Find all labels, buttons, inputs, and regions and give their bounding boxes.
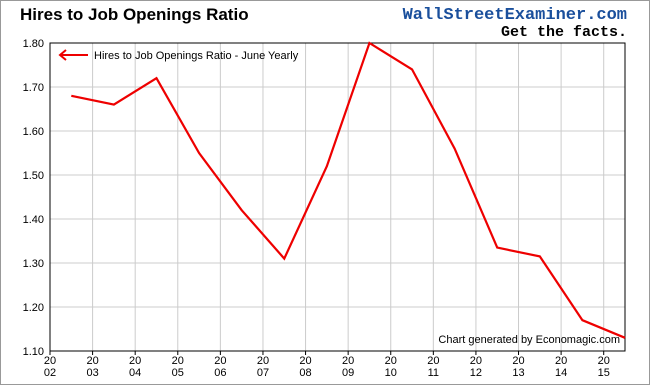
x-tick-label: 20 02 xyxy=(44,355,56,379)
x-tick-label: 20 04 xyxy=(129,355,141,379)
tagline: Get the facts. xyxy=(501,24,627,41)
x-tick-label: 20 05 xyxy=(172,355,184,379)
x-tick-label: 20 12 xyxy=(470,355,482,379)
y-tick-label: 1.40 xyxy=(23,214,44,226)
y-tick-label: 1.10 xyxy=(23,346,44,358)
chart-title: Hires to Job Openings Ratio xyxy=(20,5,249,24)
x-tick-label: 20 13 xyxy=(512,355,524,379)
legend-arrow xyxy=(58,49,67,61)
y-tick-label: 1.30 xyxy=(23,258,44,270)
legend-label: Hires to Job Openings Ratio - June Yearl… xyxy=(94,50,299,62)
plot-border xyxy=(49,42,626,352)
data-line xyxy=(71,41,626,339)
y-tick-label: 1.60 xyxy=(23,126,44,138)
x-tick-label: 20 07 xyxy=(257,355,269,379)
y-tick-label: 1.80 xyxy=(23,38,44,50)
x-tick-label: 20 10 xyxy=(385,355,397,379)
credit: Chart generated by Economagic.com xyxy=(438,334,620,346)
x-tick-label: 20 08 xyxy=(299,355,311,379)
y-tick-label: 1.50 xyxy=(23,170,44,182)
y-tick-label: 1.70 xyxy=(23,82,44,94)
x-tick-label: 20 15 xyxy=(598,355,610,379)
x-tick-label: 20 14 xyxy=(555,355,567,379)
y-tick-label: 1.20 xyxy=(23,302,44,314)
x-tick-label: 20 09 xyxy=(342,355,354,379)
plot-area xyxy=(50,43,625,351)
brand: WallStreetExaminer.com xyxy=(403,6,627,25)
x-tick-label: 20 11 xyxy=(427,355,439,379)
x-tick-label: 20 06 xyxy=(214,355,226,379)
x-tick-label: 20 03 xyxy=(86,355,98,379)
